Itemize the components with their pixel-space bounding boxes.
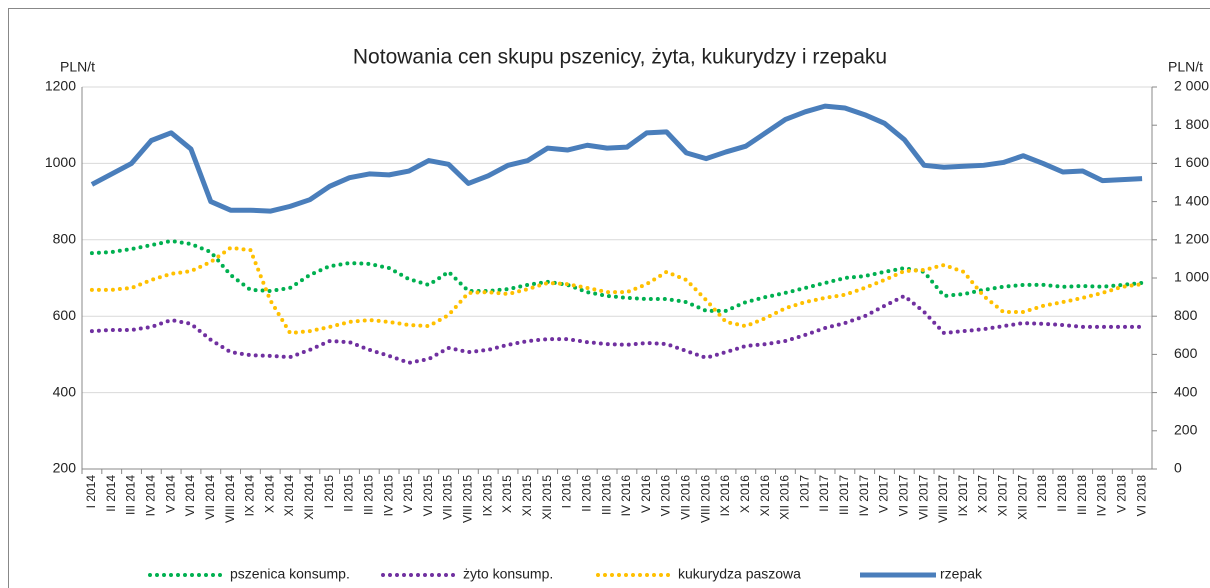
x-tick-label: VI 2016: [659, 475, 673, 517]
x-tick-label: IV 2017: [857, 475, 871, 517]
x-tick-label: VIII 2014: [223, 475, 237, 523]
x-tick-label: X 2016: [738, 475, 752, 513]
x-tick-label: IX 2015: [480, 475, 494, 517]
x-tick-label: III 2017: [837, 475, 851, 515]
chart-title: Notowania cen skupu pszenicy, żyta, kuku…: [353, 46, 887, 69]
legend-label: pszenica konsump.: [230, 566, 350, 582]
x-tick-label: VI 2017: [896, 475, 910, 517]
x-tick-label: VIII 2017: [936, 475, 950, 523]
x-tick-label: IV 2018: [1095, 475, 1109, 517]
series-line: [90, 103, 1143, 214]
y-tick-label: 800: [53, 231, 77, 247]
x-tick-label: III 2016: [599, 475, 613, 515]
x-tick-label: I 2017: [797, 475, 811, 509]
y2-tick-label: 1 400: [1174, 192, 1209, 208]
x-tick-label: VIII 2015: [461, 475, 475, 523]
y2-tick-label: 200: [1174, 422, 1198, 438]
series-line: [89, 245, 1145, 336]
x-tick-label: XI 2016: [758, 475, 772, 517]
x-tick-label: VII 2014: [203, 475, 217, 520]
x-tick-label: X 2015: [500, 475, 514, 513]
x-tick-label: II 2015: [342, 475, 356, 512]
y2-tick-label: 1 000: [1174, 269, 1209, 285]
x-tick-label: III 2015: [361, 475, 375, 515]
y-tick-label: 1000: [45, 154, 76, 170]
x-tick-label: IX 2017: [956, 475, 970, 517]
x-tick-label: XII 2014: [302, 475, 316, 520]
x-tick-label: I 2018: [1035, 475, 1049, 509]
x-tick-label: VI 2018: [1134, 475, 1148, 517]
x-tick-label: V 2014: [163, 475, 177, 513]
x-tick-label: XII 2015: [540, 475, 554, 520]
x-tick-label: II 2014: [104, 475, 118, 512]
x-tick-label: XII 2016: [778, 475, 792, 520]
x-tick-label: II 2016: [579, 475, 593, 512]
x-tick-label: VIII 2016: [698, 475, 712, 523]
y2-tick-label: 800: [1174, 307, 1198, 323]
x-tick-label: IV 2014: [144, 475, 158, 517]
x-tick-label: XII 2017: [1015, 475, 1029, 520]
x-tick-label: I 2016: [560, 475, 574, 509]
x-tick-label: IX 2016: [718, 475, 732, 517]
x-tick-label: V 2017: [877, 475, 891, 513]
chart-border: [8, 8, 1210, 588]
x-tick-label: III 2014: [124, 475, 138, 515]
y-tick-label: 200: [53, 460, 77, 476]
x-tick-label: XI 2014: [282, 475, 296, 517]
y2-tick-label: 1 200: [1174, 231, 1209, 247]
legend-label: rzepak: [940, 566, 983, 582]
x-tick-label: X 2014: [262, 475, 276, 513]
x-tick-label: VI 2014: [183, 475, 197, 517]
x-tick-label: I 2015: [322, 475, 336, 509]
x-tick-label: II 2017: [817, 475, 831, 512]
x-tick-label: II 2018: [1055, 475, 1069, 512]
x-tick-label: V 2015: [401, 475, 415, 513]
y2-tick-label: 400: [1174, 383, 1198, 399]
y-tick-label: 1200: [45, 78, 76, 94]
legend-label: kukurydza paszowa: [678, 566, 801, 582]
series-line: [89, 238, 1145, 313]
x-tick-label: XI 2017: [996, 475, 1010, 517]
x-tick-label: VI 2015: [421, 475, 435, 517]
x-tick-label: I 2014: [84, 475, 98, 509]
legend-label: żyto konsump.: [463, 566, 553, 582]
y2-axis-label: PLN/t: [1168, 59, 1203, 75]
x-tick-label: V 2018: [1114, 475, 1128, 513]
x-tick-label: VII 2017: [916, 475, 930, 520]
y2-tick-label: 600: [1174, 345, 1198, 361]
x-tick-label: VII 2016: [679, 475, 693, 520]
x-tick-label: VII 2015: [441, 475, 455, 520]
y2-tick-label: 2 000: [1174, 78, 1209, 94]
y-tick-label: 600: [53, 307, 77, 323]
x-tick-label: IX 2014: [243, 475, 257, 517]
x-tick-label: III 2018: [1075, 475, 1089, 515]
x-tick-label: X 2017: [976, 475, 990, 513]
y-axis-label: PLN/t: [60, 59, 95, 75]
y-tick-label: 400: [53, 383, 77, 399]
y2-tick-label: 1 800: [1174, 116, 1209, 132]
y2-tick-label: 0: [1174, 460, 1182, 476]
x-tick-label: XI 2015: [520, 475, 534, 517]
x-tick-label: IV 2016: [619, 475, 633, 517]
x-tick-label: IV 2015: [381, 475, 395, 517]
y2-tick-label: 1 600: [1174, 154, 1209, 170]
x-tick-label: V 2016: [639, 475, 653, 513]
